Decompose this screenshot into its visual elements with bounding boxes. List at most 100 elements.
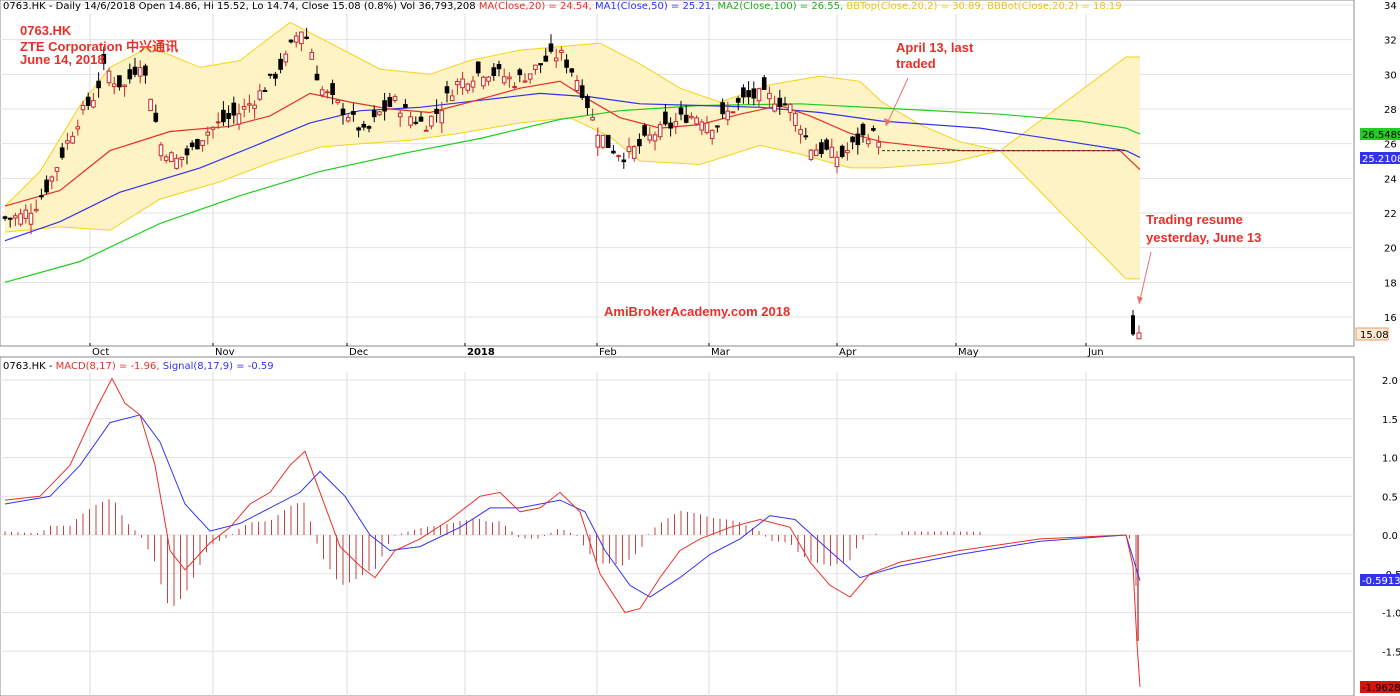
candle-body — [397, 112, 403, 118]
candle-body — [423, 129, 429, 132]
candle-body — [236, 113, 242, 125]
candle-body — [210, 126, 216, 130]
ma20-line — [4, 80, 1141, 207]
april-note-line1: April 13, last — [896, 40, 974, 55]
candle-body — [855, 133, 861, 146]
candle-body — [772, 103, 777, 112]
candle-body — [553, 57, 559, 62]
ma100-line — [4, 103, 1141, 283]
candle-body — [767, 92, 772, 100]
price-tick-label: 16 — [1384, 313, 1397, 324]
candle-body — [756, 88, 762, 102]
candle-body — [361, 123, 367, 128]
x-tick-label: 2018 — [467, 347, 495, 358]
candle-body — [122, 84, 127, 87]
candle-body — [205, 131, 211, 136]
ma50-flag-text: 25.2108 — [1362, 154, 1400, 165]
candle-body — [449, 95, 455, 102]
candle-body — [678, 107, 684, 115]
candle-body — [439, 110, 445, 124]
resume-note-line2: yesterday, June 13 — [1146, 230, 1261, 245]
candle-body — [637, 138, 642, 147]
candle-body — [215, 121, 221, 124]
candlesticks — [2, 27, 1142, 340]
candle-body — [143, 65, 148, 76]
candle-body — [793, 112, 798, 126]
candle-body — [2, 216, 8, 219]
candle-body — [616, 155, 621, 158]
axes: Oct Nov Dec 2018 Feb Mar Apr May Jun 16 18 20 22 24 26… — [89, 1, 1400, 658]
candle-body — [819, 142, 824, 155]
candle-body — [13, 215, 18, 219]
candle-body — [1131, 315, 1135, 335]
bbtop-line — [4, 21, 1140, 207]
macd-flag — [1360, 681, 1400, 693]
x-tick-label: Dec — [349, 347, 368, 358]
price-tick-label: 24 — [1384, 174, 1397, 185]
april-arrow — [885, 77, 909, 127]
candle-body — [169, 152, 174, 163]
price-tick-label: 30 — [1384, 70, 1397, 81]
price-tick-label: 22 — [1384, 209, 1397, 220]
candle-body — [595, 134, 601, 148]
ma50-line — [4, 92, 1141, 242]
candle-body — [101, 54, 107, 64]
candle-body — [782, 103, 788, 106]
candle-body — [356, 127, 361, 131]
x-tick-label: May — [958, 347, 979, 358]
signal-flag-text: -0.59139 — [1362, 576, 1400, 587]
candle-body — [574, 80, 580, 91]
candle-body — [548, 43, 554, 52]
close-flag — [1355, 327, 1389, 341]
candle-body — [221, 109, 226, 123]
macd-header: 0763.HK - MACD(8,17) = -1.96, Signal(8,1… — [3, 361, 274, 372]
candle-body — [65, 140, 70, 144]
candle-body — [725, 110, 731, 121]
x-tick-label: Apr — [839, 347, 857, 358]
candle-body — [501, 76, 507, 84]
macd-line — [4, 377, 1141, 687]
candle-body — [761, 77, 767, 90]
macd-flag-text: -1.96289 — [1362, 683, 1400, 694]
candle-body — [247, 103, 252, 106]
candle-body — [304, 36, 309, 39]
candle-body — [408, 116, 413, 126]
candle-body — [382, 100, 387, 112]
candle-body — [340, 108, 346, 116]
candle-body — [569, 68, 575, 73]
candle-body — [23, 209, 29, 219]
candle-body — [470, 80, 476, 88]
moving-averages — [4, 80, 1141, 283]
price-tick-label: 32 — [1384, 36, 1397, 47]
signal-line — [4, 414, 1141, 598]
candle-body — [200, 140, 205, 146]
candle-body — [865, 139, 871, 145]
candle-body — [496, 64, 502, 70]
candle-body — [184, 148, 190, 156]
candle-body — [59, 147, 65, 158]
candle-body — [465, 83, 471, 91]
candle-body — [293, 35, 299, 43]
candle-body — [824, 139, 829, 150]
candle-body — [829, 146, 835, 158]
candle-body — [267, 73, 273, 76]
candle-body — [850, 136, 855, 143]
close-flag-text: 15.08 — [1360, 330, 1389, 341]
candle-body — [278, 58, 283, 70]
candle-body — [839, 145, 845, 157]
candle-body — [647, 134, 653, 141]
candle-body — [699, 121, 705, 131]
candle-body — [751, 88, 757, 99]
resume-arrow — [1138, 251, 1152, 305]
candle-body — [455, 81, 460, 86]
candle-body — [600, 134, 606, 148]
ticker-label: 0763.HK — [20, 23, 72, 38]
candle-body — [460, 78, 465, 89]
candle-body — [325, 91, 330, 94]
candle-body — [195, 139, 200, 150]
candle-body — [730, 111, 736, 114]
candle-body — [189, 142, 195, 148]
candle-body — [387, 97, 393, 107]
candle-body — [507, 76, 512, 80]
